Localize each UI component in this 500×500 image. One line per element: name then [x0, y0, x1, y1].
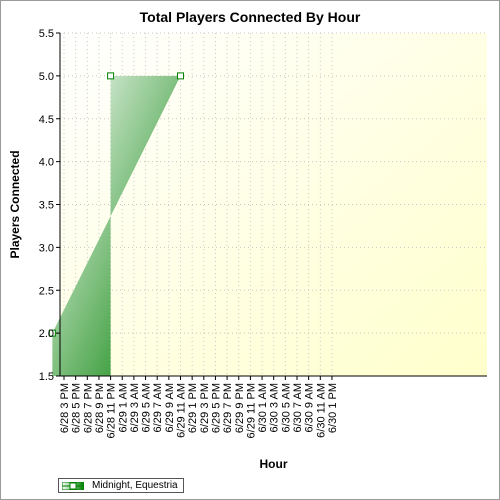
x-tick-label: 6/29 11 PM — [245, 383, 257, 438]
x-tick-label: 6/30 3 AM — [269, 383, 281, 433]
series-area — [52, 75, 181, 376]
x-axis-title: Hour — [260, 457, 288, 471]
y-tick-label: 5.0 — [39, 71, 54, 83]
y-tick-label: 4.5 — [39, 114, 54, 126]
y-tick-label: 1.5 — [39, 371, 54, 383]
y-tick-label: 3.5 — [39, 200, 54, 212]
x-tick-label: 6/30 11 AM — [315, 383, 327, 438]
x-tick-label: 6/28 11 PM — [106, 383, 118, 438]
x-tick-label: 6/29 11 AM — [176, 383, 188, 438]
y-tick-label: 3.0 — [39, 242, 54, 254]
x-tick-label: 6/30 1 AM — [257, 383, 269, 433]
x-tick-label: 6/29 5 PM — [210, 383, 222, 433]
data-point-marker — [177, 72, 184, 80]
x-tick-label: 6/28 7 PM — [82, 383, 94, 433]
y-tick-label: 4.0 — [39, 157, 54, 169]
chart-title: Total Players Connected By Hour — [139, 9, 361, 25]
y-tick-label: 2.5 — [39, 285, 54, 297]
y-tick-label: 5.5 — [39, 28, 54, 40]
x-tick-label: 6/30 1 PM — [327, 383, 339, 433]
x-tick-label: 6/29 3 PM — [199, 383, 211, 433]
legend-label: Midnight, Equestria — [92, 480, 178, 491]
x-tick-label: 6/30 9 AM — [304, 383, 316, 433]
x-tick-label: 6/28 3 PM — [59, 383, 71, 433]
data-point-marker — [48, 329, 56, 337]
x-tick-label: 6/30 7 AM — [292, 383, 304, 433]
y-axis-title: Players Connected — [8, 150, 22, 258]
legend-swatch-icon — [61, 481, 85, 490]
x-tick-label: 6/29 1 PM — [187, 383, 199, 433]
x-tick-label: 6/29 5 AM — [141, 383, 153, 433]
x-tick-label: 6/29 9 PM — [234, 383, 246, 433]
x-tick-label: 6/29 3 AM — [129, 383, 141, 433]
x-tick-label: 6/30 5 AM — [280, 383, 292, 433]
data-point-marker — [107, 72, 115, 80]
x-tick-label: 6/28 5 PM — [71, 383, 83, 433]
x-tick-label: 6/29 1 AM — [117, 383, 129, 433]
x-tick-label: 6/28 9 PM — [94, 383, 106, 433]
x-tick-label: 6/29 7 AM — [152, 383, 164, 433]
legend: Midnight, Equestria — [58, 478, 184, 493]
y-tick-label: 2.0 — [39, 328, 54, 340]
x-tick-label: 6/29 7 PM — [222, 383, 234, 433]
x-tick-label: 6/29 9 AM — [164, 383, 176, 433]
